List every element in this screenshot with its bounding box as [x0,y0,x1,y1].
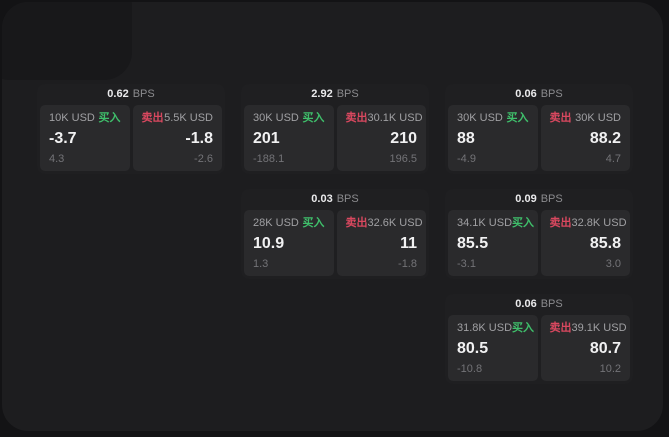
buy-panel[interactable]: 31.8K USD 买入 80.5 -10.8 [448,315,538,381]
buy-label: 买入 [302,112,325,124]
quote-card: 0.09 BPS 34.1K USD 买入 85.5 -3.1 卖出 32.8K… [445,189,633,279]
corner-overlay [2,2,132,80]
sell-amount: 32.8K USD [571,217,627,229]
buy-amount: 34.1K USD [457,217,513,229]
sell-panel[interactable]: 卖出 32.6K USD 11 -1.8 [336,210,426,276]
bps-value: 0.09 [515,193,537,205]
bps-unit: BPS [336,193,359,205]
buy-price: 80.5 [457,340,489,357]
buy-amount: 28K USD [253,217,299,229]
buy-label: 买入 [98,112,121,124]
buy-price: 88 [457,130,475,147]
bps-unit: BPS [540,298,563,310]
sell-label: 卖出 [549,217,572,229]
sell-amount: 30K USD [575,112,621,124]
sell-amount: 39.1K USD [571,322,627,334]
sell-panel[interactable]: 卖出 32.8K USD 85.8 3.0 [540,210,630,276]
sell-change: 4.7 [605,153,621,165]
sell-amount: 30.1K USD [367,112,423,124]
sell-price: 88.2 [589,130,621,147]
buy-price: 85.5 [457,235,489,252]
buy-label: 买入 [302,217,325,229]
quote-panels: 30K USD 买入 88 -4.9 卖出 30K USD 88.2 4.7 [445,105,633,174]
buy-change: -4.9 [457,153,476,165]
quote-card: 0.62 BPS 10K USD 买入 -3.7 4.3 卖出 5.5K USD [37,84,225,174]
quote-card-grid: 0.62 BPS 10K USD 买入 -3.7 4.3 卖出 5.5K USD [37,84,633,384]
bps-value: 2.92 [311,88,333,100]
buy-panel[interactable]: 28K USD 买入 10.9 1.3 [244,210,334,276]
buy-price: 10.9 [253,235,285,252]
sell-price: 80.7 [589,340,621,357]
buy-label: 买入 [506,112,529,124]
sell-amount: 5.5K USD [164,112,213,124]
sell-label: 卖出 [345,217,368,229]
bps-header: 2.92 BPS [241,84,429,105]
buy-amount: 30K USD [253,112,299,124]
quote-panels: 34.1K USD 买入 85.5 -3.1 卖出 32.8K USD 85.8… [445,210,633,279]
quote-card: 0.06 BPS 30K USD 买入 88 -4.9 卖出 30K USD [445,84,633,174]
buy-amount: 10K USD [49,112,95,124]
quote-panels: 28K USD 买入 10.9 1.3 卖出 32.6K USD 11 -1.8 [241,210,429,279]
sell-change: 3.0 [605,258,621,270]
sell-price: 85.8 [589,235,621,252]
sell-panel[interactable]: 卖出 30K USD 88.2 4.7 [540,105,630,171]
bps-header: 0.62 BPS [37,84,225,105]
quote-card: 0.03 BPS 28K USD 买入 10.9 1.3 卖出 32.6K US… [241,189,429,279]
buy-change: -3.1 [457,258,476,270]
bps-unit: BPS [540,88,563,100]
buy-change: -188.1 [253,153,285,165]
buy-change: 4.3 [49,153,65,165]
app-canvas: 0.62 BPS 10K USD 买入 -3.7 4.3 卖出 5.5K USD [2,2,663,431]
buy-panel[interactable]: 34.1K USD 买入 85.5 -3.1 [448,210,538,276]
quote-panels: 10K USD 买入 -3.7 4.3 卖出 5.5K USD -1.8 -2.… [37,105,225,174]
buy-change: -10.8 [457,363,483,375]
buy-amount: 30K USD [457,112,503,124]
buy-amount: 31.8K USD [457,322,513,334]
quote-panels: 30K USD 买入 201 -188.1 卖出 30.1K USD 210 1… [241,105,429,174]
quote-card: 2.92 BPS 30K USD 买入 201 -188.1 卖出 30.1K … [241,84,429,174]
buy-panel[interactable]: 30K USD 买入 88 -4.9 [448,105,538,171]
bps-header: 0.03 BPS [241,189,429,210]
sell-change: -1.8 [398,258,417,270]
buy-change: 1.3 [253,258,269,270]
sell-price: 11 [400,235,417,252]
bps-header: 0.09 BPS [445,189,633,210]
buy-price: 201 [253,130,280,147]
sell-price: 210 [390,130,417,147]
buy-label: 买入 [512,217,535,229]
bps-header: 0.06 BPS [445,294,633,315]
sell-change: 196.5 [389,153,417,165]
bps-value: 0.03 [311,193,333,205]
buy-panel[interactable]: 30K USD 买入 201 -188.1 [244,105,334,171]
bps-value: 0.62 [107,88,129,100]
sell-change: -2.6 [194,153,213,165]
sell-panel[interactable]: 卖出 39.1K USD 80.7 10.2 [540,315,630,381]
sell-change: 10.2 [599,363,621,375]
bps-unit: BPS [540,193,563,205]
sell-panel[interactable]: 卖出 5.5K USD -1.8 -2.6 [132,105,222,171]
bps-header: 0.06 BPS [445,84,633,105]
sell-label: 卖出 [549,322,572,334]
quote-panels: 31.8K USD 买入 80.5 -10.8 卖出 39.1K USD 80.… [445,315,633,384]
buy-price: -3.7 [49,130,77,147]
sell-price: -1.8 [185,130,213,147]
sell-label: 卖出 [549,112,572,124]
sell-amount: 32.6K USD [367,217,423,229]
bps-value: 0.06 [515,298,537,310]
sell-panel[interactable]: 卖出 30.1K USD 210 196.5 [336,105,426,171]
quote-card: 0.06 BPS 31.8K USD 买入 80.5 -10.8 卖出 39.1… [445,294,633,384]
sell-label: 卖出 [345,112,368,124]
buy-label: 买入 [512,322,535,334]
buy-panel[interactable]: 10K USD 买入 -3.7 4.3 [40,105,130,171]
bps-value: 0.06 [515,88,537,100]
bps-unit: BPS [336,88,359,100]
sell-label: 卖出 [141,112,164,124]
bps-unit: BPS [132,88,155,100]
